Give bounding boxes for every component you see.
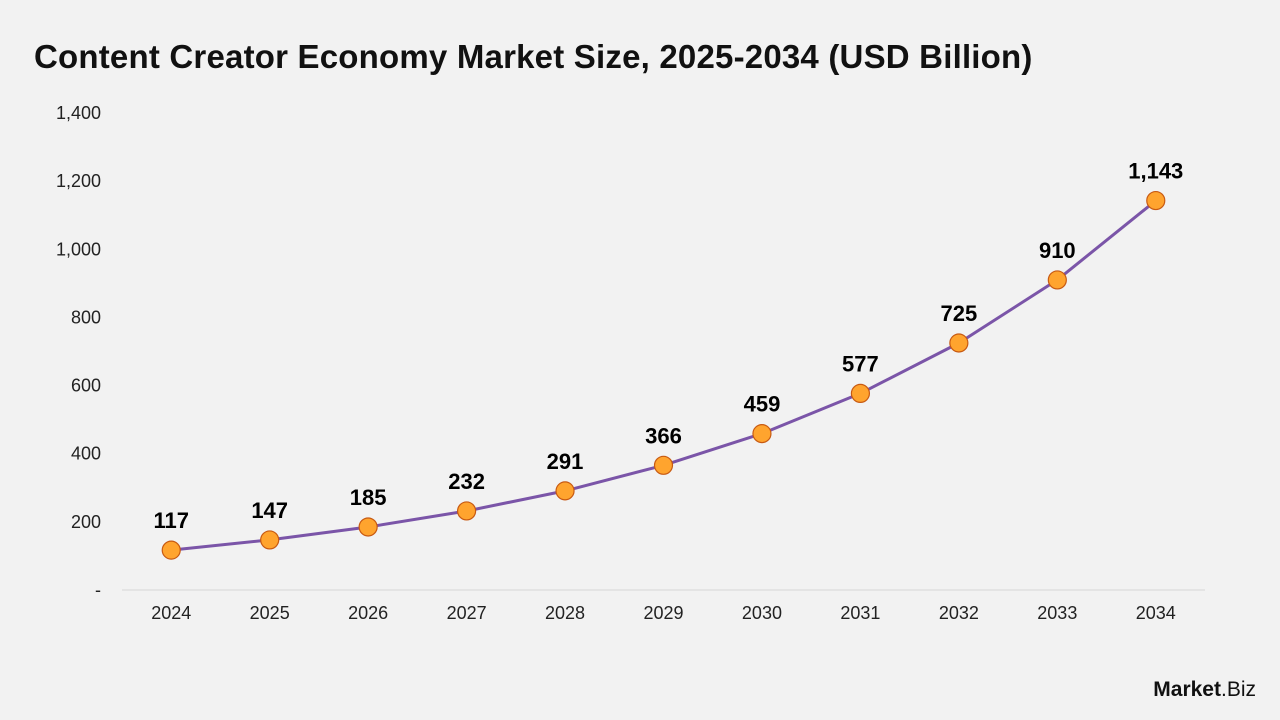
data-point bbox=[1146, 190, 1166, 211]
data-point bbox=[358, 517, 378, 537]
data-point bbox=[653, 455, 674, 475]
y-tick-label: 200 bbox=[71, 512, 101, 532]
x-tick-label: 2031 bbox=[840, 603, 880, 623]
data-label: 147 bbox=[251, 498, 288, 523]
x-tick-label: 2028 bbox=[545, 603, 585, 623]
chart-title: Content Creator Economy Market Size, 202… bbox=[34, 38, 1033, 75]
data-point bbox=[456, 501, 477, 521]
data-labels: 117 147 185 232 291 366 459 577 725 910 1,143 bbox=[153, 159, 1183, 534]
data-point bbox=[555, 481, 575, 501]
data-label: 577 bbox=[842, 351, 879, 376]
x-tick-label: 2026 bbox=[348, 603, 388, 623]
brand-name-main: Market bbox=[1153, 678, 1221, 701]
data-point bbox=[260, 530, 280, 550]
y-tick-label: 1,200 bbox=[56, 171, 101, 191]
y-axis: - 200 400 600 800 1,000 1,200 1,400 bbox=[56, 103, 101, 600]
x-tick-label: 2033 bbox=[1037, 603, 1077, 623]
chart-series bbox=[161, 190, 1166, 560]
y-tick-label: - bbox=[95, 580, 101, 600]
y-tick-label: 800 bbox=[71, 307, 101, 327]
brand-name-suffix: .Biz bbox=[1220, 678, 1256, 701]
data-label: 725 bbox=[941, 301, 978, 326]
data-label: 459 bbox=[744, 392, 781, 417]
y-tick-label: 1,400 bbox=[56, 103, 101, 123]
brand-name: Market.Biz bbox=[1153, 678, 1256, 702]
x-tick-label: 2030 bbox=[742, 603, 782, 623]
data-label: 185 bbox=[350, 485, 387, 510]
x-tick-label: 2027 bbox=[447, 603, 487, 623]
y-tick-label: 600 bbox=[71, 376, 101, 396]
data-label: 117 bbox=[153, 508, 189, 533]
data-label: 366 bbox=[645, 423, 682, 448]
x-tick-label: 2032 bbox=[939, 603, 979, 623]
y-tick-label: 400 bbox=[71, 444, 101, 464]
data-label: 291 bbox=[547, 449, 584, 474]
data-point bbox=[161, 540, 181, 560]
x-tick-label: 2024 bbox=[151, 603, 191, 623]
series-line bbox=[169, 199, 1158, 552]
x-tick-label: 2034 bbox=[1136, 603, 1176, 623]
data-label: 232 bbox=[448, 469, 485, 494]
x-tick-label: 2025 bbox=[250, 603, 290, 623]
x-tick-label: 2029 bbox=[643, 603, 683, 623]
data-label: 910 bbox=[1039, 238, 1076, 263]
data-point bbox=[1047, 270, 1067, 290]
data-point bbox=[949, 333, 969, 353]
data-point bbox=[752, 424, 772, 444]
data-label: 1,143 bbox=[1128, 159, 1183, 184]
y-tick-label: 1,000 bbox=[56, 239, 101, 259]
data-point bbox=[850, 383, 871, 404]
x-axis: 2024 2025 2026 2027 2028 2029 2030 2031 2032 2033… bbox=[122, 589, 1205, 623]
